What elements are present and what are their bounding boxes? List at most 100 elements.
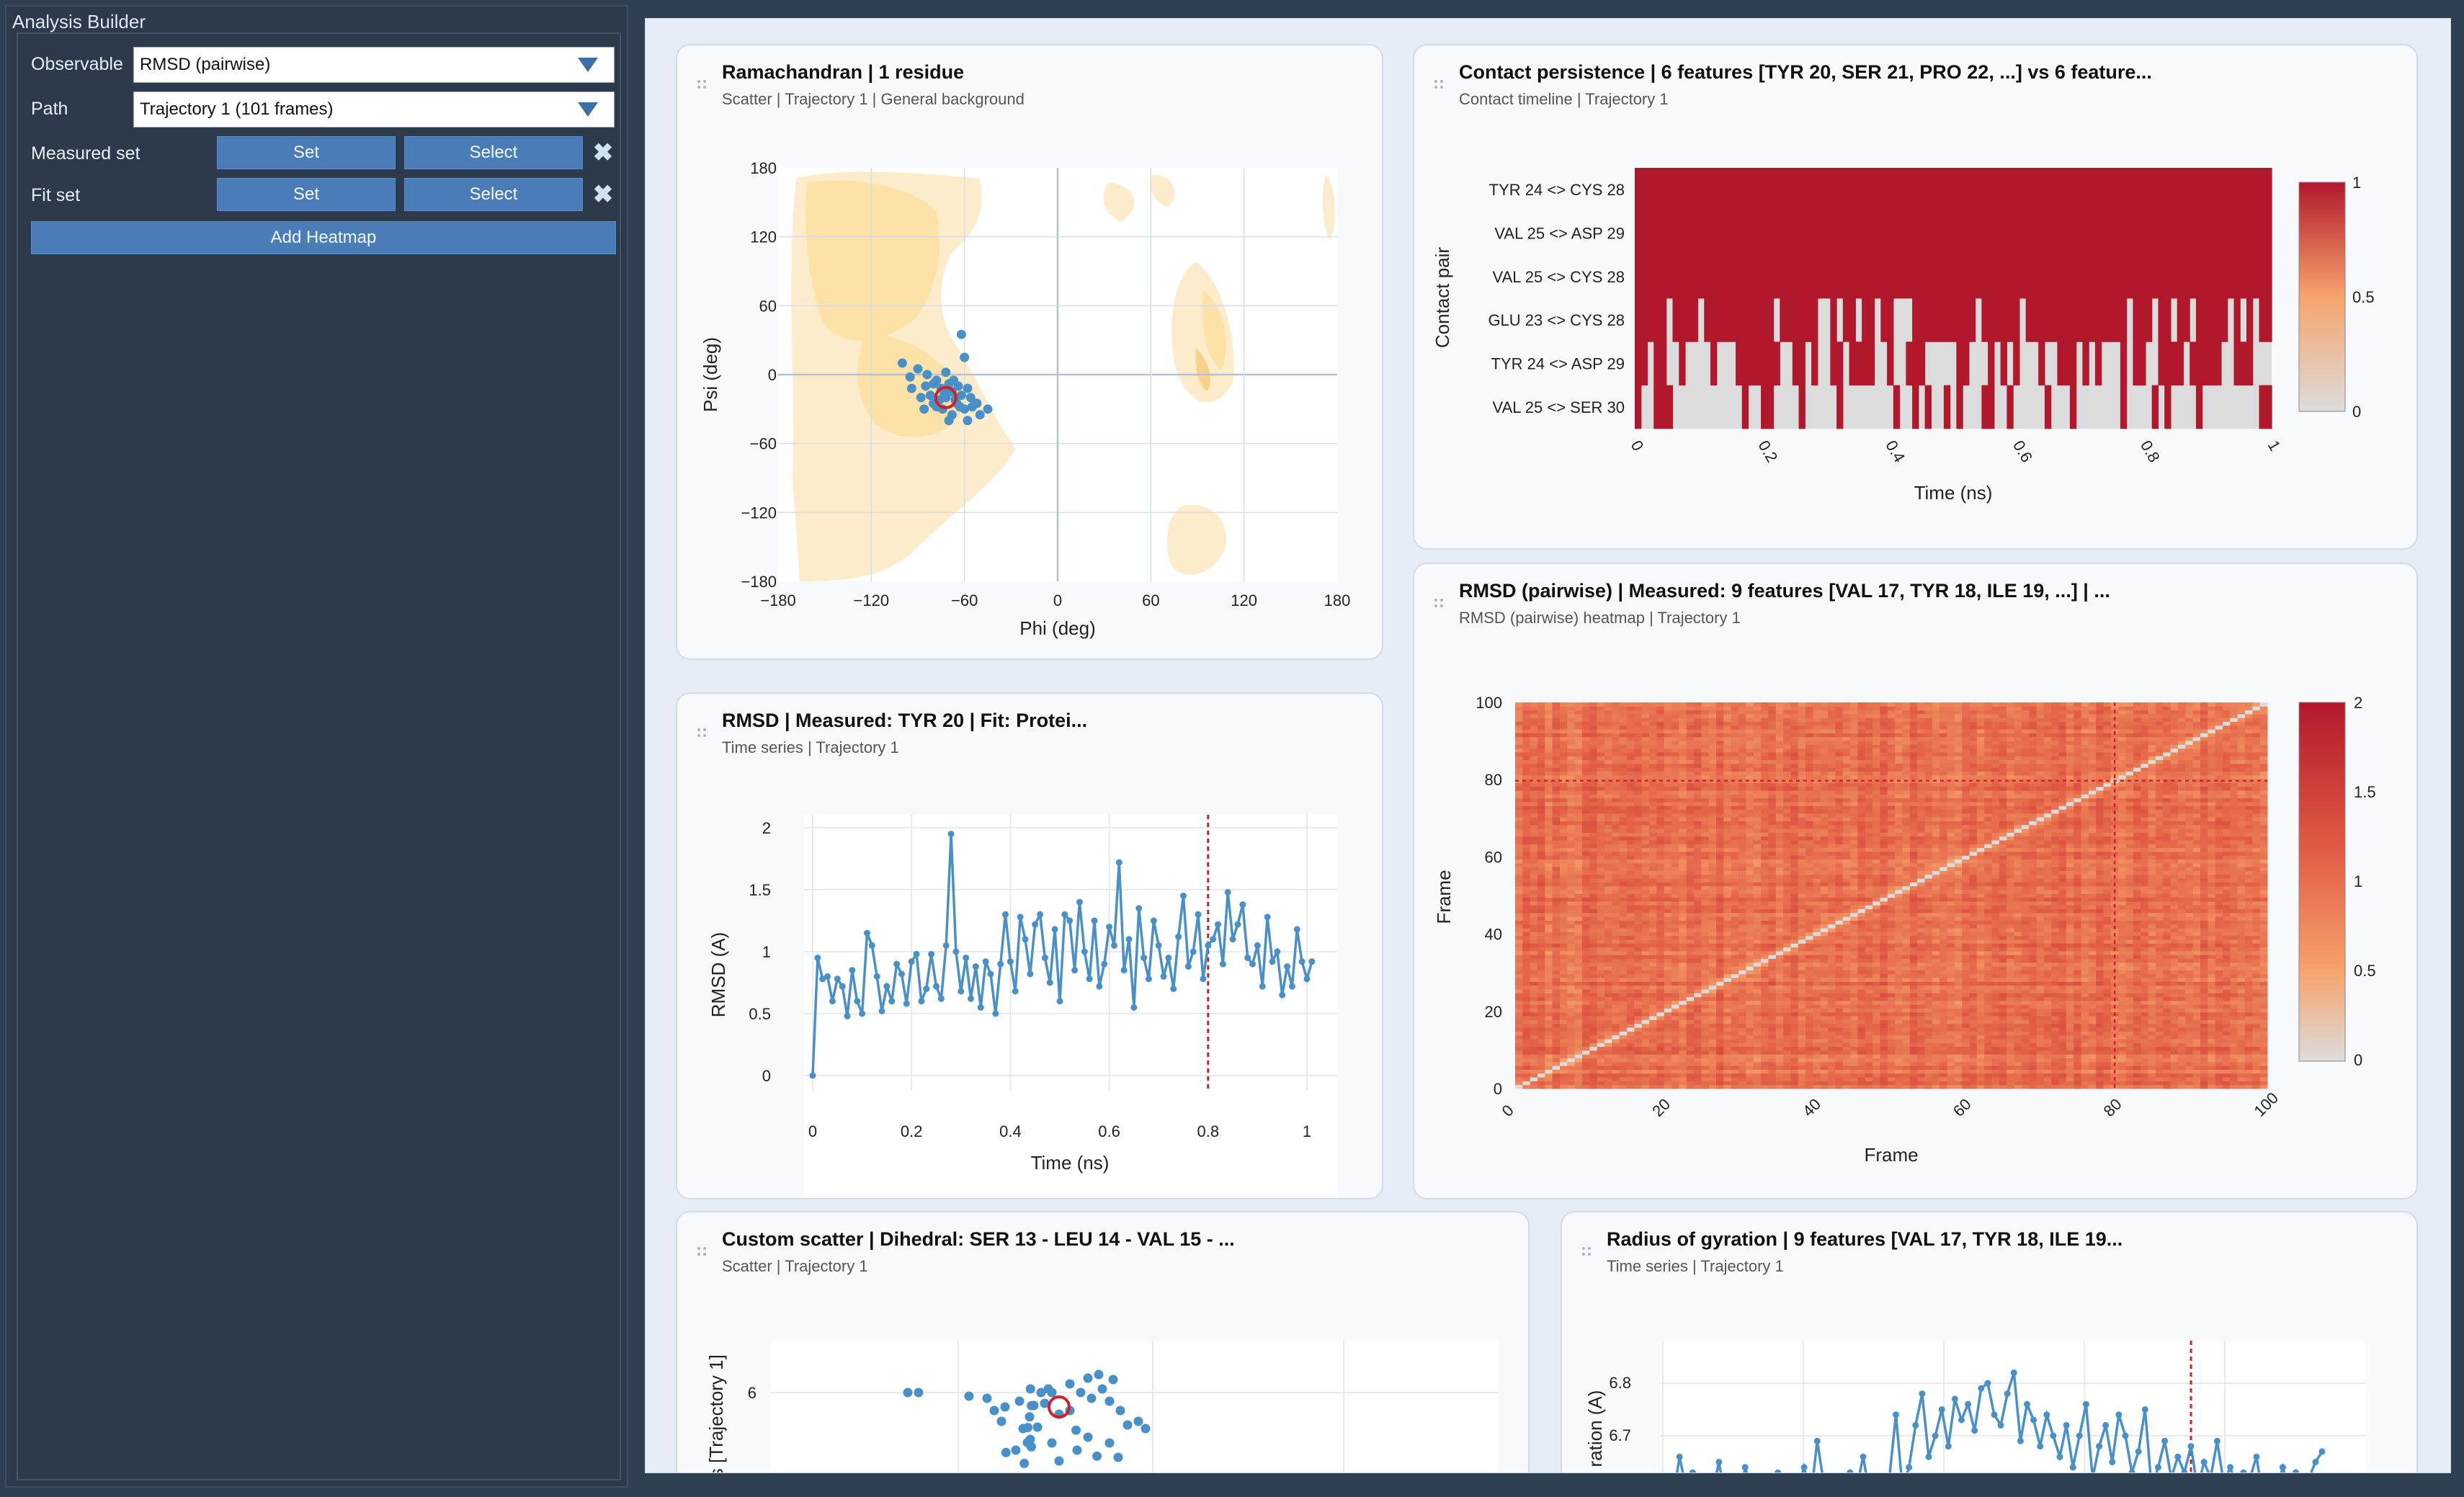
heatmap-cell: [1597, 817, 1605, 822]
heatmap-cell: [1619, 928, 1628, 932]
heatmap-cell: [1627, 710, 1635, 715]
contact-cell: [1912, 211, 1919, 256]
heatmap-cell: [1708, 844, 1717, 849]
contact-cell: [2164, 298, 2171, 342]
clear-measured-icon[interactable]: ✖: [592, 139, 614, 166]
fit-select-button[interactable]: Select: [404, 178, 583, 211]
rmsd-line-plot[interactable]: 0 0.2 0.4 0.6 0.8 1 2 1.5 1 0.5 0 Time (…: [677, 694, 1383, 1199]
heatmap-cell: [1589, 729, 1598, 733]
heatmap-cell: [1552, 920, 1561, 925]
heatmap-cell: [1649, 840, 1657, 844]
heatmap-cell: [1679, 950, 1687, 955]
heatmap-cell: [1582, 744, 1590, 749]
heatmap-cell: [1530, 1016, 1538, 1020]
heatmap-cell: [1708, 774, 1717, 779]
heatmap-cell: [1515, 962, 1523, 967]
heatmap-cell: [1798, 782, 1806, 787]
heatmap-cell: [1545, 981, 1553, 986]
heatmap-cell: [1664, 1031, 1672, 1036]
heatmap-cell: [1813, 1035, 1821, 1040]
heatmap-cell: [1753, 702, 1762, 707]
heatmap-cell: [1634, 943, 1643, 948]
path-select[interactable]: Trajectory 1 (101 frames): [133, 91, 615, 128]
measured-set-button[interactable]: Set: [217, 136, 396, 169]
analysis-builder-panel: Analysis Builder Observable RMSD (pairwi…: [5, 5, 628, 1488]
measured-select-button[interactable]: Select: [404, 136, 583, 169]
drag-handle-icon[interactable]: [697, 80, 707, 96]
heatmap-cell: [1582, 966, 1590, 970]
heatmap-cell: [1775, 878, 1784, 882]
heatmap-cell: [1560, 771, 1568, 776]
heatmap-cell: [1708, 1008, 1717, 1013]
ramachandran-plot[interactable]: −180 −120 −60 0 60 120 180 180 120 60 0 …: [677, 45, 1383, 660]
contact-cell: [1805, 211, 1812, 256]
observable-select[interactable]: RMSD (pairwise): [133, 47, 615, 83]
heatmap-cell: [1612, 744, 1620, 749]
heatmap-cell: [1805, 966, 1813, 970]
pairwise-heatmap[interactable]: 0 20 40 60 80 100 100 80 60 40 20 0 Fram…: [1414, 564, 2418, 1199]
contact-timeline-plot[interactable]: TYR 24 <> CYS 28 VAL 25 <> ASP 29 VAL 25…: [1414, 45, 2418, 550]
heatmap-cell: [1627, 706, 1635, 711]
clear-fit-icon[interactable]: ✖: [592, 181, 614, 208]
heatmap-cell: [1768, 947, 1777, 952]
builder-form: Observable RMSD (pairwise) Path Trajecto…: [17, 32, 621, 1480]
fit-set-button[interactable]: Set: [217, 178, 396, 211]
heatmap-cell: [1619, 1031, 1628, 1036]
heatmap-cell: [1649, 805, 1657, 810]
y-tick: 0.5: [749, 1005, 771, 1023]
heatmap-cell: [1574, 989, 1583, 993]
heatmap-cell: [1604, 751, 1612, 756]
heatmap-cell: [1582, 862, 1590, 867]
heatmap-cell: [1701, 978, 1710, 982]
heatmap-cell: [1708, 897, 1717, 902]
heatmap-cell: [1552, 718, 1561, 723]
heatmap-cell: [1560, 908, 1568, 913]
heatmap-cell: [1783, 874, 1791, 879]
contact-cell: [2133, 298, 2140, 342]
heatmap-cell: [1515, 756, 1523, 761]
drag-handle-icon[interactable]: [697, 728, 707, 744]
heatmap-cell: [1589, 759, 1598, 764]
heatmap-cell: [1761, 1019, 1769, 1024]
heatmap-cell: [1604, 943, 1612, 948]
contact-cell: [2007, 168, 2014, 212]
heatmap-cell: [1545, 840, 1553, 844]
heatmap-cell: [1582, 1050, 1590, 1055]
heatmap-cell: [1753, 893, 1762, 898]
heatmap-cell: [1746, 950, 1754, 955]
heatmap-cell: [1671, 920, 1679, 925]
heatmap-cell: [1619, 912, 1628, 917]
heatmap-cell: [1805, 847, 1813, 852]
heatmap-cell: [1522, 797, 1531, 803]
contact-cell: [1988, 298, 1995, 342]
drag-handle-icon[interactable]: [1434, 599, 1445, 615]
heatmap-cell: [1649, 713, 1657, 718]
heatmap-cell: [1552, 862, 1561, 867]
heatmap-cell: [1567, 1023, 1576, 1028]
heatmap-cell: [1582, 859, 1590, 864]
contact-cell: [2252, 211, 2260, 256]
heatmap-cell: [1634, 1065, 1643, 1070]
contact-cell: [1887, 341, 1894, 386]
heatmap-cell: [1731, 955, 1739, 960]
heatmap-cell: [1790, 718, 1799, 723]
heatmap-cell: [1694, 702, 1702, 707]
heatmap-cell: [1582, 725, 1590, 730]
heatmap-cell: [1768, 955, 1777, 960]
heatmap-cell: [1604, 844, 1612, 849]
drag-handle-icon[interactable]: [1434, 80, 1445, 96]
heatmap-cell: [1537, 1016, 1545, 1020]
heatmap-cell: [1679, 939, 1687, 944]
add-heatmap-button[interactable]: Add Heatmap: [31, 221, 616, 254]
heatmap-cell: [1664, 851, 1672, 856]
heatmap-cell: [1560, 1035, 1568, 1040]
heatmap-cell: [1567, 928, 1576, 932]
heatmap-cell: [1775, 855, 1784, 860]
heatmap-cell: [1664, 718, 1672, 723]
heatmap-cell: [1619, 993, 1628, 998]
heatmap-cell: [1627, 939, 1635, 944]
heatmap-cell: [1798, 893, 1806, 898]
heatmap-cell: [1768, 817, 1777, 822]
heatmap-cell: [1798, 824, 1806, 829]
heatmap-cell: [1656, 751, 1665, 756]
